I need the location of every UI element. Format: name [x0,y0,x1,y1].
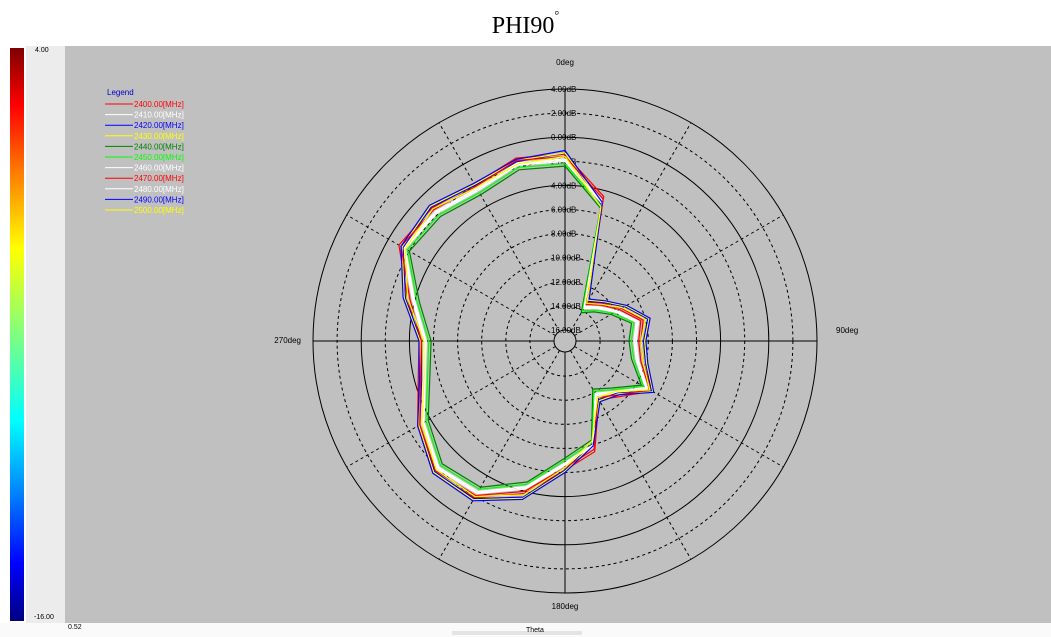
grid-spoke [574,346,784,468]
legend-entry: 2420.00[MHz] [134,121,184,130]
grid-spoke [574,214,784,336]
grid-spoke [438,122,560,332]
grid-spoke [346,346,556,468]
plot-area: 4.00dB 2.00dB 0.00dB 2.00dB 4.00dB 6.00dB 8.00… [65,46,1051,623]
radial-tick-label: 2.00dB [551,109,576,118]
radial-tick-label: 10.00dB [551,254,581,263]
bottom-left-value: 0.52 [68,624,82,631]
radial-tick-label: 16.00dB [551,326,581,335]
grid-spoke [346,214,556,336]
legend-entry: 2490.00[MHz] [134,195,184,204]
legend-entry: 2400.00[MHz] [134,100,184,109]
legend-entry: 2470.00[MHz] [134,174,184,183]
colorbar-min-label: -16.00 [34,614,54,621]
colorbar [10,48,24,621]
angle-label: 0deg [556,58,574,67]
series-line [404,155,651,498]
legend-entry: 2430.00[MHz] [134,132,184,141]
radial-tick-label: 14.00dB [551,302,581,311]
legend-title: Legend [107,88,134,97]
plot-background [65,46,1051,623]
chart-title: PHI90° [491,8,560,39]
radial-tick-label: 12.00dB [551,278,581,287]
angle-label: 180deg [552,602,579,611]
series-line [402,152,653,500]
horizontal-scrollbar[interactable] [452,631,582,635]
series-line [408,165,643,488]
radial-tick-label: 4.00dB [551,85,576,94]
legend-entry: 2440.00[MHz] [134,142,184,151]
legend-entry: 2460.00[MHz] [134,164,184,173]
radial-tick-label: 0.00dB [551,133,576,142]
legend-entry: 2500.00[MHz] [134,206,184,215]
series-line [403,159,648,494]
grid-spoke [438,350,560,560]
bottom-bar [0,623,1051,637]
title-degree-symbol: ° [554,8,560,22]
theta-axis-label: Theta [526,627,544,634]
grid-spoke [570,350,692,560]
legend-entry: 2450.00[MHz] [134,153,184,162]
series-line [401,152,654,501]
polar-chart: 4.00dB2.00dB0.00dB2.00dB4.00dB6.00dB8.00… [65,46,1051,623]
series-line [400,149,655,502]
radial-tick-label: 6.00dB [551,206,576,215]
radial-tick-label: 4.00dB [551,181,576,190]
legend-entry: 2480.00[MHz] [134,185,184,194]
legend-entry: 2410.00[MHz] [134,111,184,120]
angle-label: 90deg [836,326,858,335]
radial-tick-label: 8.00dB [551,230,576,239]
colorbar-max-label: 4.00 [35,47,49,54]
series-line [406,163,645,490]
angle-label: 270deg [274,336,301,345]
grid-spoke [570,122,692,332]
colorbar-panel [26,46,65,623]
